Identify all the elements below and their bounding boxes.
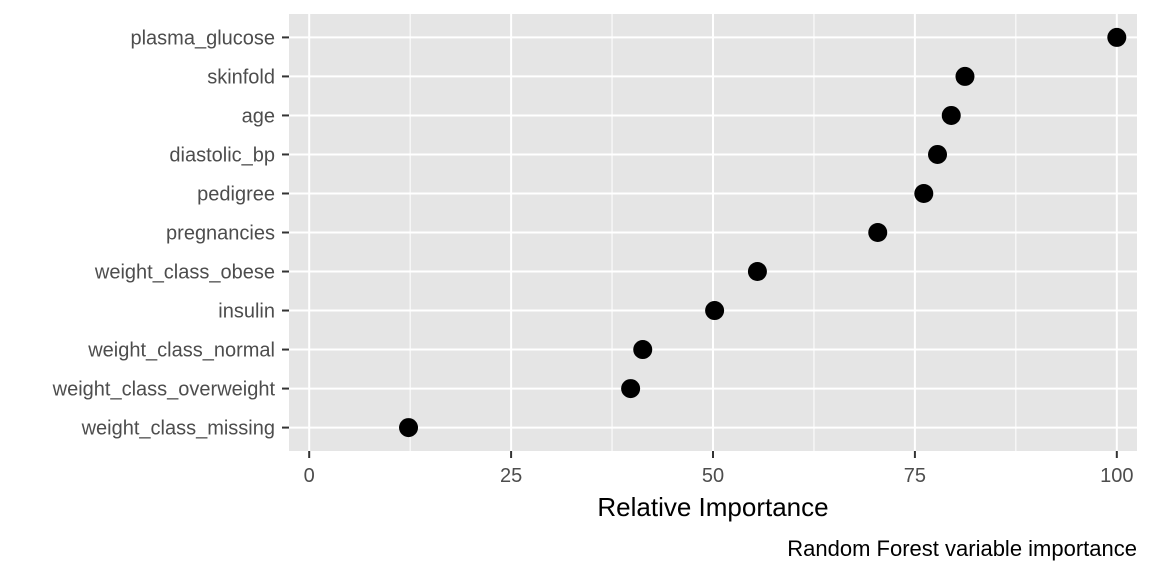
chart-caption: Random Forest variable importance [787, 536, 1137, 561]
x-tick-label: 50 [702, 465, 724, 487]
data-point [914, 183, 934, 203]
data-point [747, 262, 767, 282]
data-point [705, 301, 725, 321]
data-point [399, 418, 419, 438]
data-point [928, 144, 948, 164]
x-axis-title: Relative Importance [597, 492, 828, 522]
major-grid [289, 14, 1137, 451]
data-point [941, 105, 961, 125]
data-point [633, 340, 653, 360]
y-tick-label: diastolic_bp [169, 144, 275, 166]
y-tick-label: skinfold [207, 66, 275, 88]
y-tick-label: pregnancies [166, 223, 275, 245]
x-tick-label: 100 [1100, 465, 1133, 487]
x-tick-label: 0 [304, 465, 315, 487]
x-axis: 0 25 50 75 100 [304, 451, 1133, 487]
data-points [399, 27, 1127, 438]
y-axis: plasma_glucose skinfold age diastolic_bpped… [52, 27, 289, 440]
data-point [621, 379, 641, 399]
y-tick-label: insulin [218, 301, 275, 323]
y-tick-label: weight_class_normal [87, 340, 275, 362]
y-tick-label: pedigree [197, 183, 275, 205]
data-point [955, 66, 975, 86]
y-tick-label: weight_class_overweight [52, 379, 276, 401]
x-tick-label: 25 [500, 465, 522, 487]
data-point [868, 223, 888, 242]
y-tick-label: weight_class_obese [94, 262, 275, 284]
data-point [1107, 27, 1127, 47]
x-tick-label: 75 [904, 465, 926, 487]
y-tick-label: age [242, 105, 275, 127]
y-tick-label: weight_class_missing [81, 418, 275, 440]
y-tick-label: plasma_glucose [130, 27, 275, 49]
